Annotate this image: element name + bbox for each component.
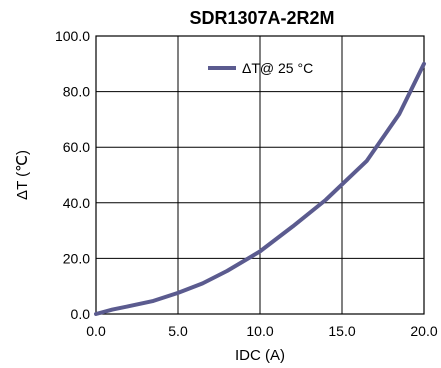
y-axis-label: ΔT (℃) [14, 150, 31, 200]
legend: ΔT@ 25 °C [208, 60, 313, 76]
y-tick-label: 20.0 [63, 250, 90, 266]
series-layer [94, 61, 426, 316]
legend-label: ΔT@ 25 °C [242, 60, 313, 76]
x-tick-labels: 0.0 5.0 10.0 15.0 20.0 [86, 323, 438, 339]
y-tick-label: 40.0 [63, 195, 90, 211]
chart-title: SDR1307A-2R2M [189, 8, 334, 28]
x-tick-label: 5.0 [168, 323, 188, 339]
x-tick-label: 15.0 [328, 323, 355, 339]
series-line [94, 61, 426, 316]
y-tick-labels: 0.0 20.0 40.0 60.0 80.0 100.0 [55, 28, 90, 322]
x-axis-label: IDC (A) [235, 347, 285, 364]
grid-lines [95, 35, 425, 315]
x-tick-label: 20.0 [410, 323, 437, 339]
plot-frame [95, 35, 425, 315]
y-tick-label: 80.0 [63, 84, 90, 100]
y-tick-label: 100.0 [55, 28, 90, 44]
y-tick-label: 0.0 [71, 306, 91, 322]
y-tick-label: 60.0 [63, 139, 90, 155]
x-tick-label: 10.0 [246, 323, 273, 339]
x-tick-label: 0.0 [86, 323, 106, 339]
